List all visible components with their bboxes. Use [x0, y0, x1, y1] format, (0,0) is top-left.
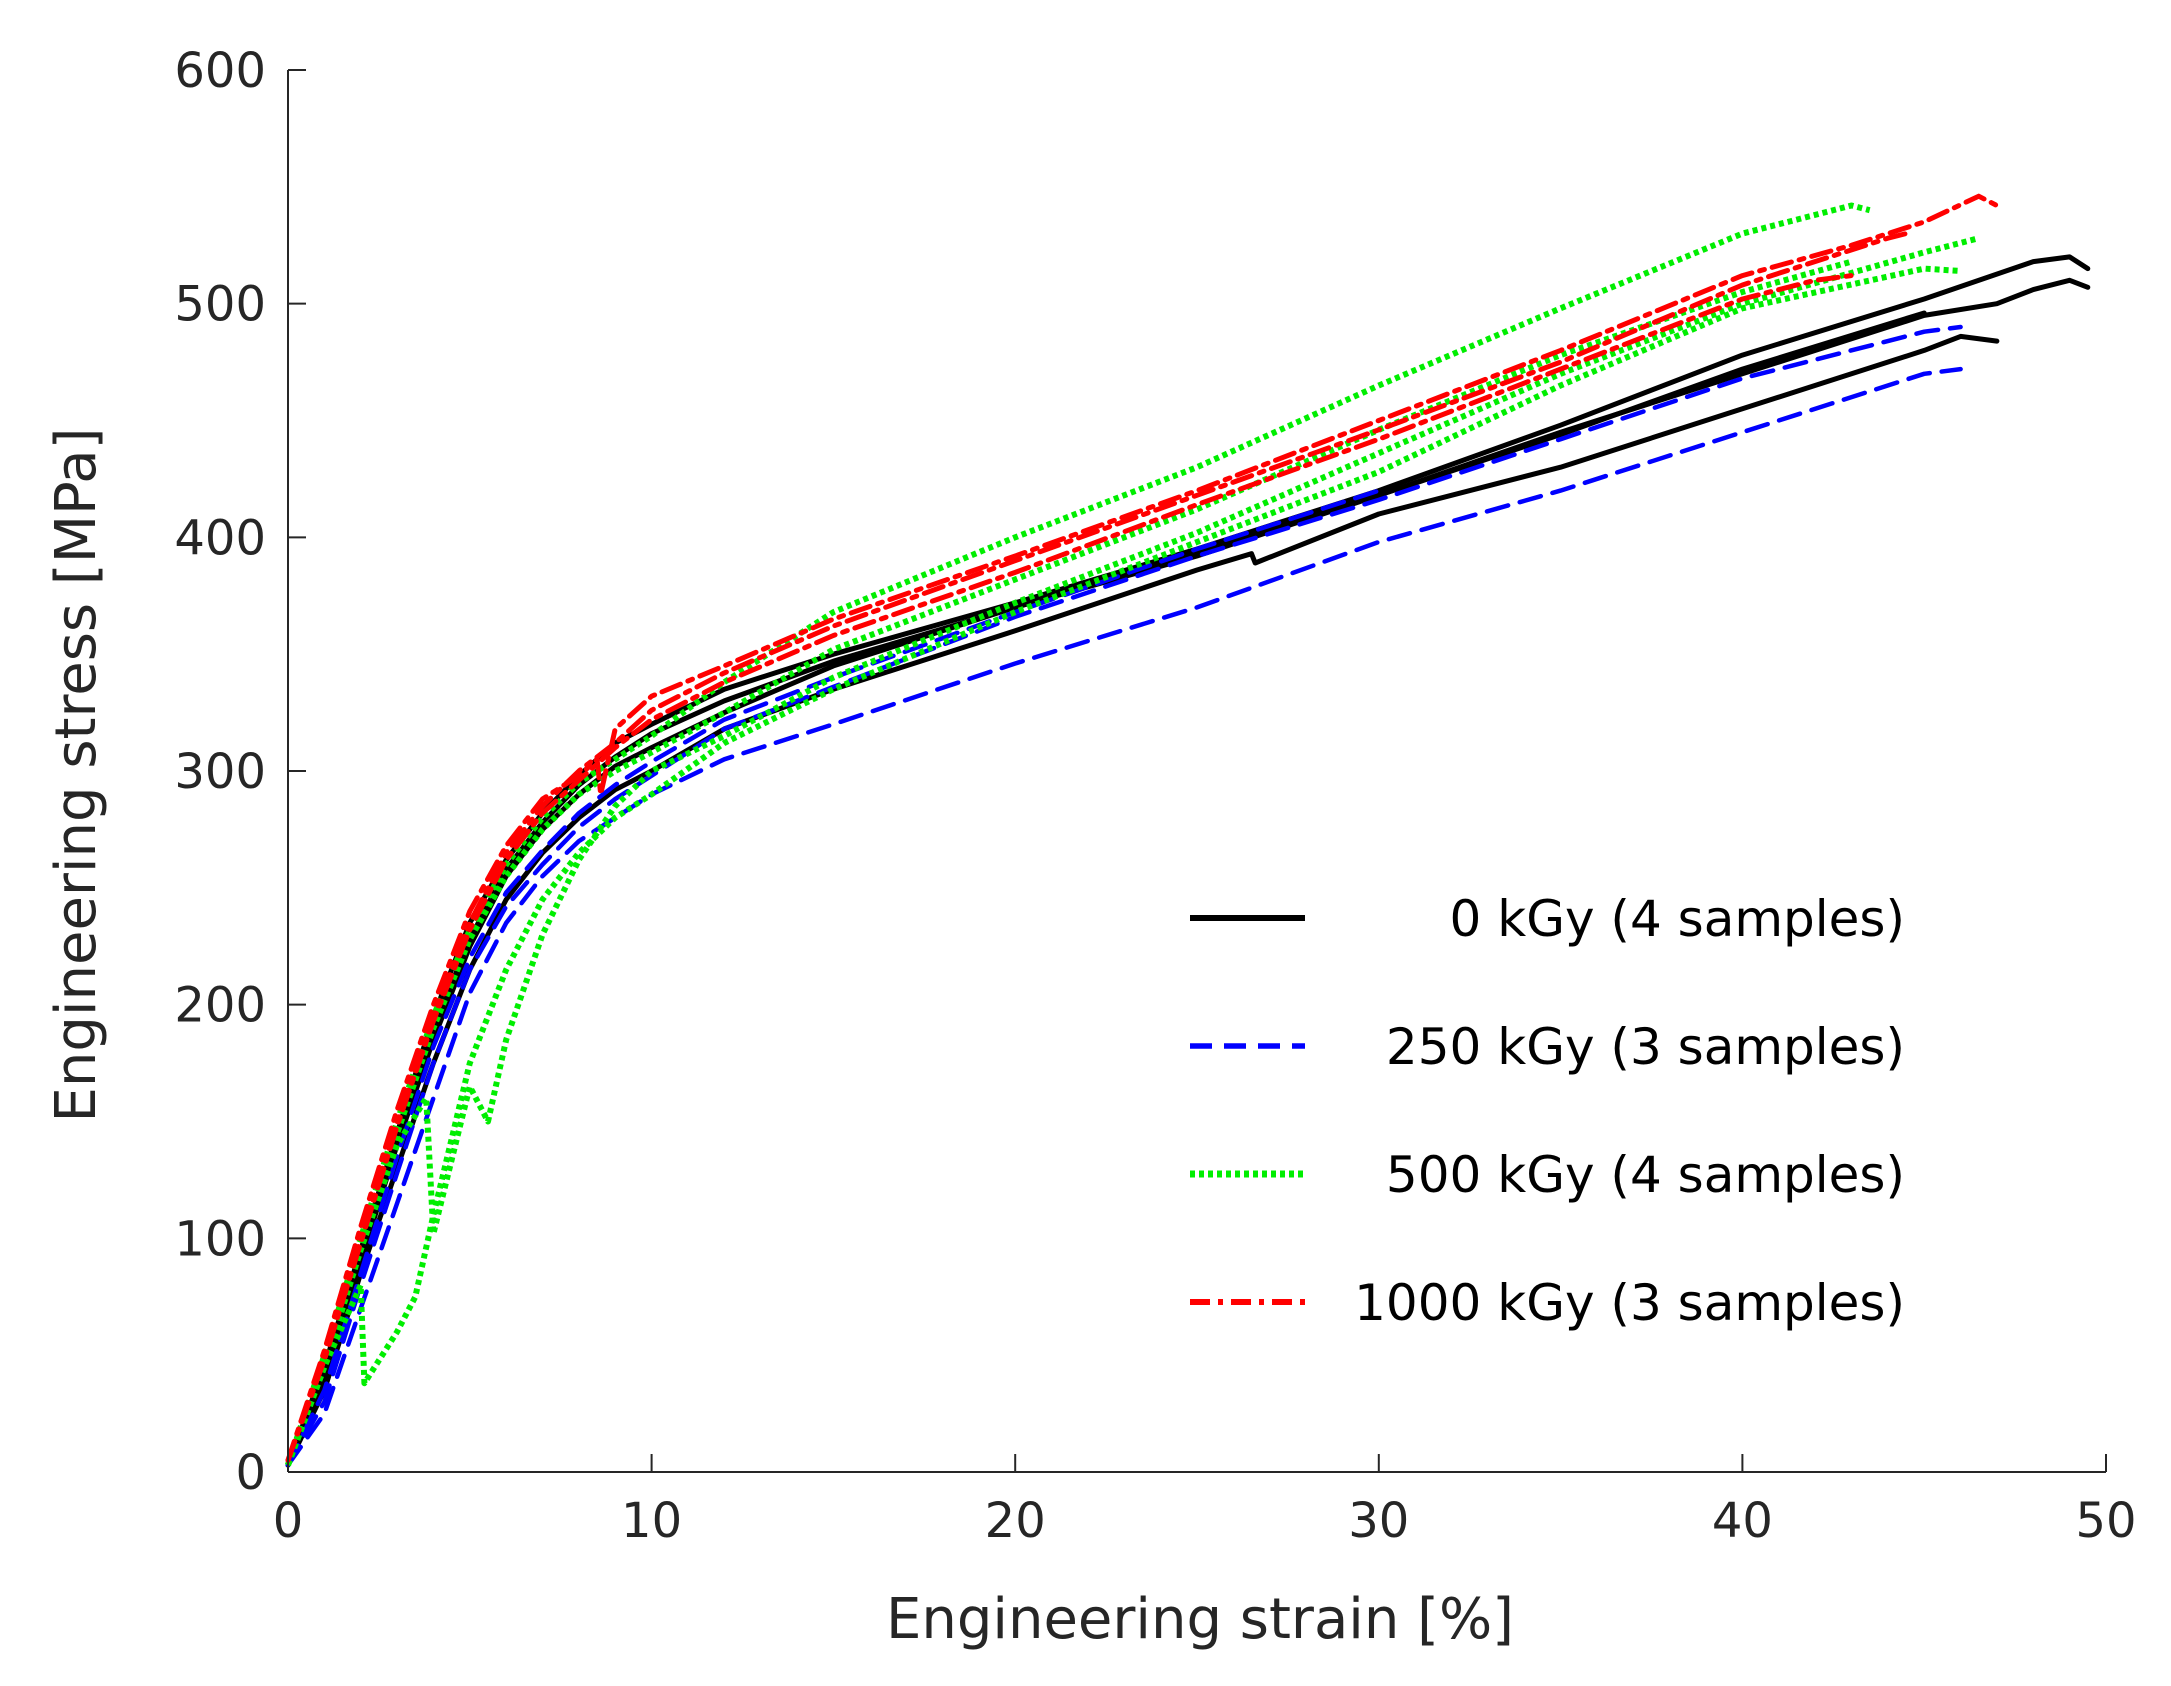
series-2-curve-0	[285, 265, 1961, 1467]
y-tick-label: 300	[174, 744, 266, 800]
x-tick-label: 30	[1348, 1493, 1409, 1549]
legend-label: 250 kGy (3 samples)	[1386, 1018, 1905, 1076]
x-tick-label: 10	[621, 1493, 682, 1549]
y-tick-label: 100	[174, 1211, 266, 1267]
x-tick-label: 20	[985, 1493, 1046, 1549]
y-tick-label: 500	[174, 277, 266, 333]
y-tick-label: 600	[174, 43, 266, 99]
legend-label: 0 kGy (4 samples)	[1450, 890, 1905, 948]
x-axis-label: Engineering strain [%]	[886, 1587, 1514, 1652]
x-tick-label: 50	[2075, 1493, 2136, 1549]
plot-area	[285, 193, 2091, 1468]
legend: 0 kGy (4 samples) 250 kGy (3 samples) 500 …	[1190, 890, 1905, 1332]
series-1-curve-2	[285, 488, 1382, 1468]
series-1-curve-1	[285, 324, 1963, 1468]
legend-label: 1000 kGy (3 samples)	[1354, 1274, 1905, 1332]
series-2-curve-1	[285, 235, 1980, 1467]
y-axis-label: Engineering stress [MPa]	[44, 428, 109, 1123]
legend-label: 500 kGy (4 samples)	[1386, 1146, 1905, 1204]
series-3-curve-0	[285, 193, 2000, 1463]
series-1-curve-0	[285, 366, 1963, 1468]
y-tick-label: 200	[174, 978, 266, 1034]
y-tick-label: 400	[174, 510, 266, 566]
y-tick-label: 0	[235, 1445, 266, 1501]
x-tick-label: 0	[273, 1493, 304, 1549]
x-tick-label: 40	[1712, 1493, 1773, 1549]
series-3-curve-2	[285, 273, 1854, 1463]
series-0-curve-1	[285, 277, 2091, 1468]
